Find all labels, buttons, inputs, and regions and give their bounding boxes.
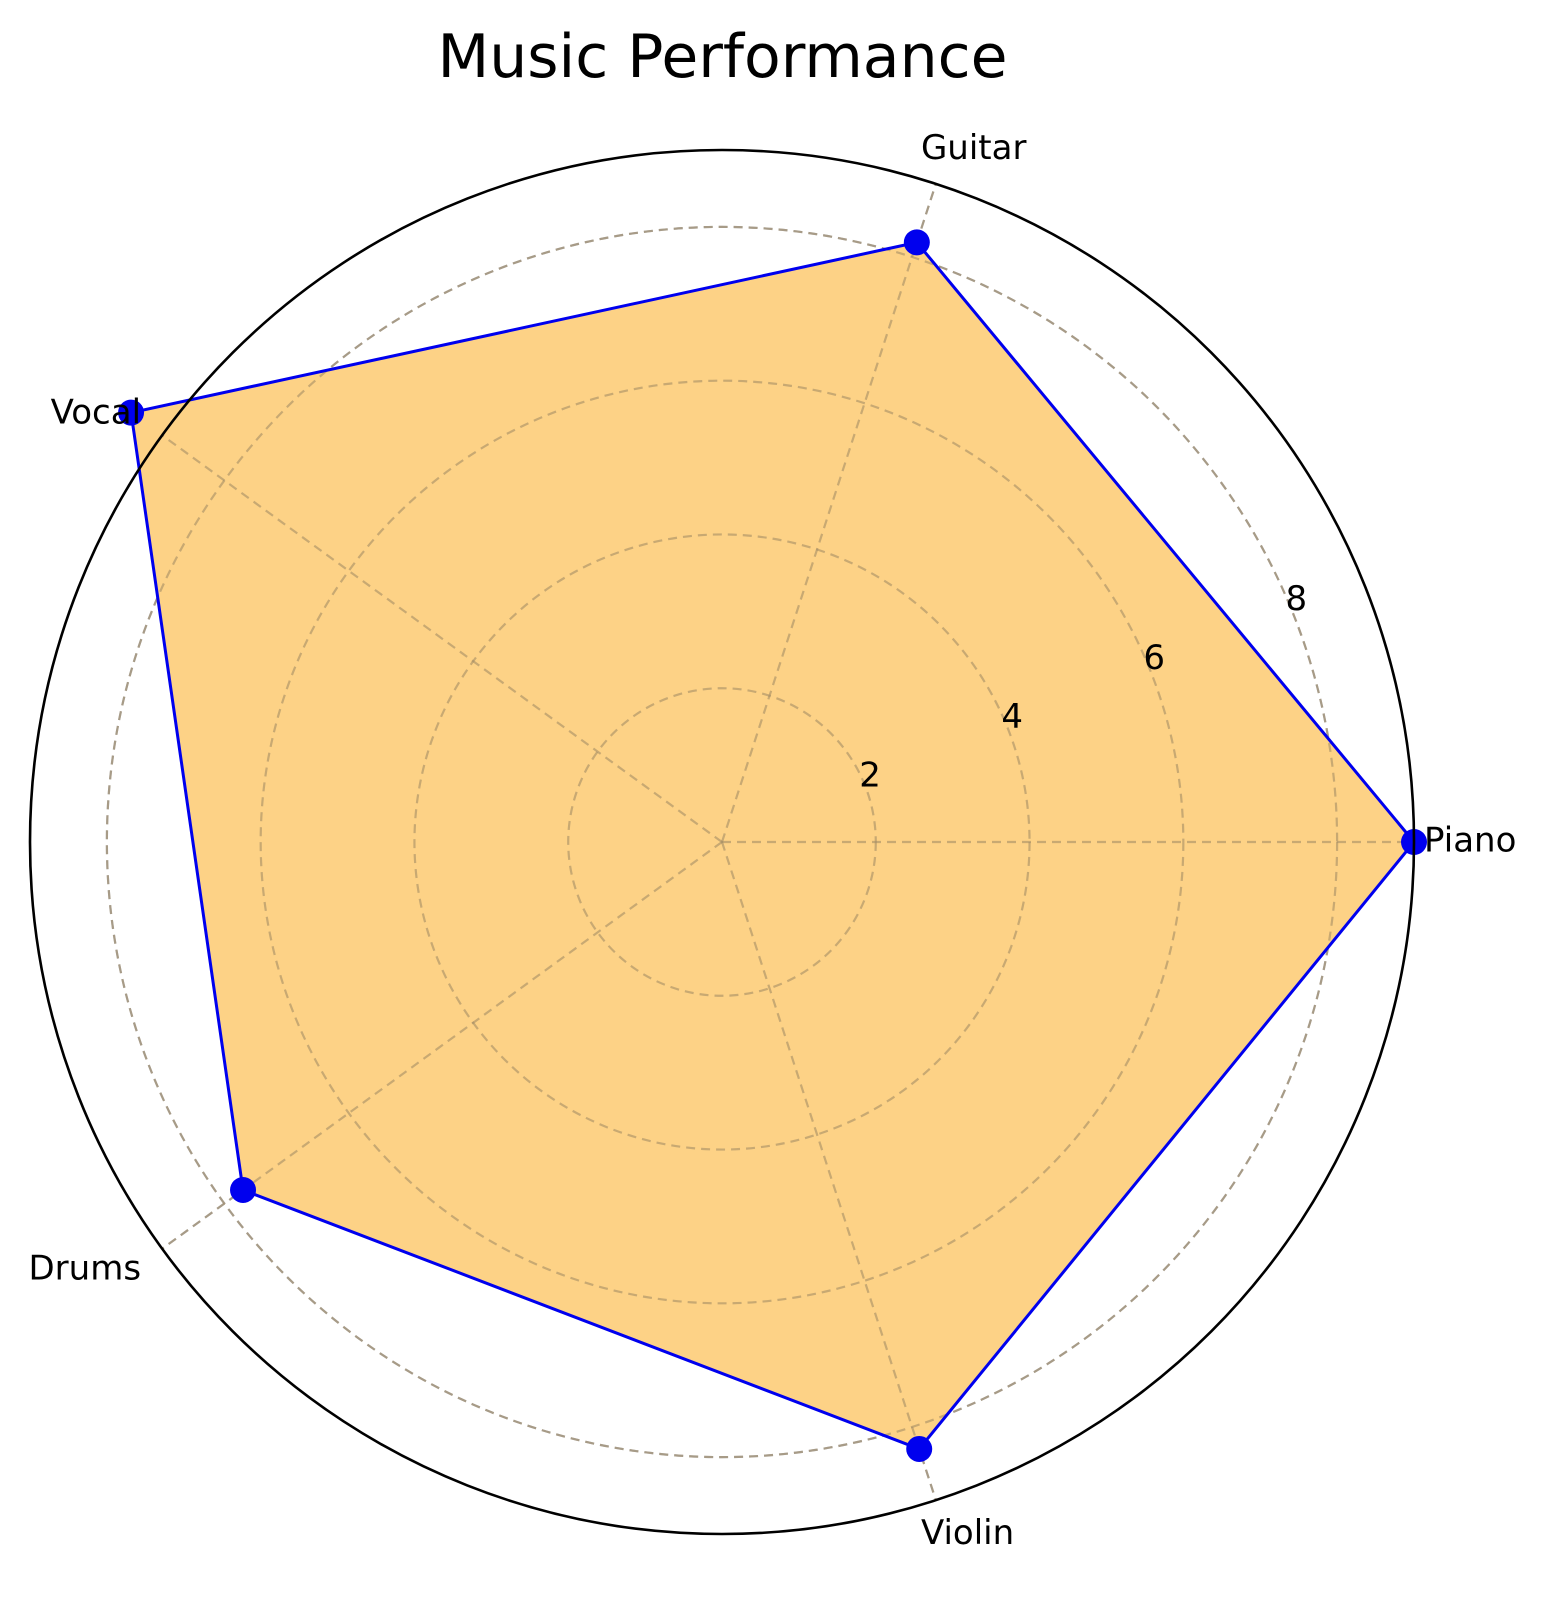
point-guitar (903, 229, 930, 256)
series-layer (105, 183, 1427, 1501)
r-tick-label-8: 8 (1285, 579, 1307, 619)
category-labels: Piano Guitar Vocal Drums Violin (28, 128, 1516, 1553)
r-tick-label-4: 4 (1001, 697, 1023, 737)
series-line (129, 240, 1416, 1451)
category-label-piano: Piano (1424, 821, 1516, 861)
spoke-overlay-drums (161, 841, 723, 1250)
point-violin (906, 1435, 933, 1462)
spoke-overlay-vocal (161, 434, 723, 843)
grid-ring-overlay-6 (259, 379, 1185, 1305)
point-vocal (118, 399, 145, 426)
spoke-overlay-guitar (720, 183, 937, 843)
tick-labels: 2 4 6 8 (859, 579, 1307, 796)
point-drums (230, 1176, 257, 1203)
category-label-vocal: Vocal (51, 393, 141, 433)
chart-frame (28, 148, 1416, 1536)
category-label-drums: Drums (28, 1248, 141, 1288)
category-label-violin: Violin (921, 1513, 1014, 1553)
chart-title: Music Performance (437, 22, 1008, 92)
category-label-guitar: Guitar (921, 128, 1027, 168)
series-fill (131, 242, 1415, 1449)
spoke-overlay-violin (720, 841, 937, 1501)
r-tick-label-2: 2 (859, 756, 881, 796)
r-tick-label-6: 6 (1143, 638, 1165, 678)
